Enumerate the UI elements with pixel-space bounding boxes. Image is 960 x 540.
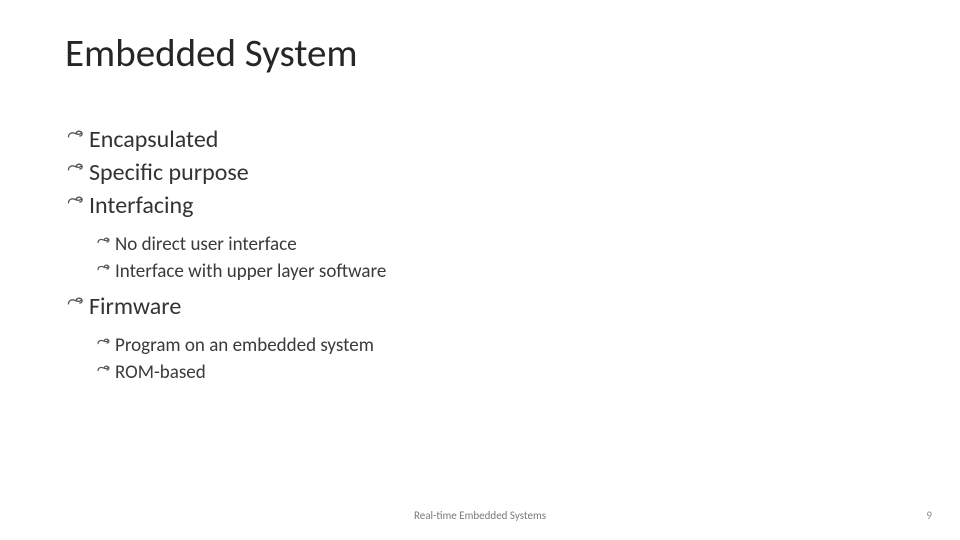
flourish-icon [65, 191, 87, 213]
flourish-icon [65, 158, 87, 180]
bullet-lvl2: No direct user interface [65, 233, 895, 258]
bullet-lvl2: Interface with upper layer software [65, 260, 895, 285]
bullet-lvl2: ROM-based [65, 361, 895, 386]
flourish-icon [65, 292, 87, 314]
bullet-text: ROM-based [115, 361, 206, 386]
bullet-text: Firmware [89, 292, 181, 322]
bullet-text: Program on an embedded system [115, 334, 374, 359]
bullet-text: No direct user interface [115, 233, 297, 258]
bullet-text: Interfacing [89, 191, 193, 221]
flourish-icon [95, 233, 113, 251]
flourish-icon [65, 125, 87, 147]
bullet-lvl1: Specific purpose [65, 158, 895, 188]
bullet-text: Interface with upper layer software [115, 260, 386, 285]
bullet-text: Encapsulated [89, 125, 218, 155]
flourish-icon [95, 334, 113, 352]
slide-title: Embedded System [65, 30, 895, 77]
flourish-icon [95, 260, 113, 278]
bullet-lvl2: Program on an embedded system [65, 334, 895, 359]
bullet-lvl1: Interfacing [65, 191, 895, 221]
bullet-lvl1: Encapsulated [65, 125, 895, 155]
page-number: 9 [926, 509, 932, 522]
bullet-text: Specific purpose [89, 158, 249, 188]
bullet-lvl1: Firmware [65, 292, 895, 322]
slide: Embedded System Encapsulated Specific pu… [0, 0, 960, 540]
flourish-icon [95, 361, 113, 379]
footer-text: Real-time Embedded Systems [0, 509, 960, 522]
